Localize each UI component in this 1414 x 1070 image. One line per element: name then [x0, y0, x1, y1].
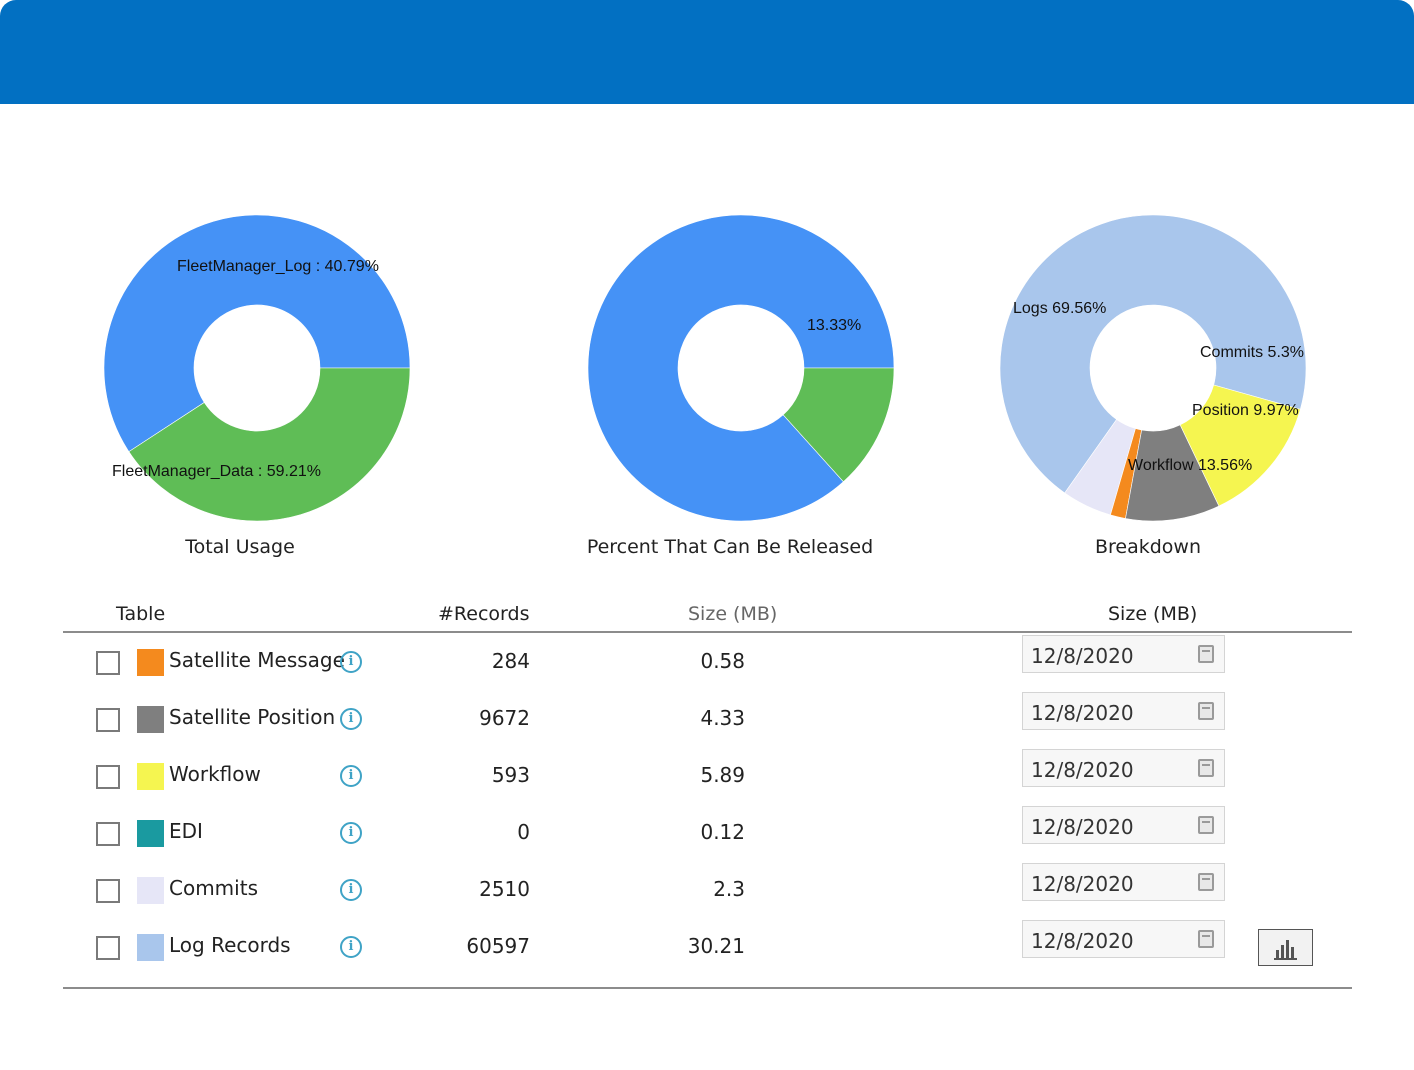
- donut-chart-breakdown: Logs 69.56% Commits 5.3% Position 9.97% Wor…: [999, 214, 1307, 522]
- slice-label: Logs 69.56%: [1013, 300, 1106, 317]
- date-picker[interactable]: [1022, 920, 1225, 958]
- date-input[interactable]: [1031, 701, 1181, 725]
- date-picker[interactable]: [1022, 692, 1225, 730]
- slice-label: FleetManager_Log : 40.79%: [177, 258, 379, 275]
- info-icon[interactable]: i: [340, 879, 362, 901]
- info-icon[interactable]: i: [340, 651, 362, 673]
- table-bottom-divider: [63, 987, 1352, 989]
- column-header-size-date: Size (MB): [1108, 603, 1198, 625]
- date-picker[interactable]: [1022, 635, 1225, 673]
- chart-title-percent-released: Percent That Can Be Released: [586, 536, 874, 558]
- date-picker[interactable]: [1022, 863, 1225, 901]
- donut-chart-total-usage: FleetManager_Data : 59.21% FleetManager_L…: [103, 214, 411, 522]
- donut-slice: [128, 367, 411, 522]
- table-row: Workflow i 593 5.89: [0, 749, 1414, 821]
- slice-label: Position 9.97%: [1192, 402, 1299, 419]
- calendar-icon[interactable]: [1198, 873, 1214, 891]
- slice-label: 13.33%: [807, 317, 861, 334]
- slice-label: FleetManager_Data : 59.21%: [112, 463, 321, 480]
- size-value: 5.89: [700, 763, 745, 787]
- info-icon[interactable]: i: [340, 936, 362, 958]
- color-swatch: [137, 934, 164, 961]
- charts-area: FleetManager_Data : 59.21% FleetManager_L…: [103, 214, 1307, 522]
- donut-slice: [1179, 384, 1301, 507]
- row-checkbox[interactable]: [96, 879, 120, 903]
- record-count: 2510: [479, 877, 530, 901]
- calendar-icon[interactable]: [1198, 930, 1214, 948]
- date-input[interactable]: [1031, 929, 1181, 953]
- row-checkbox[interactable]: [96, 936, 120, 960]
- table-name: Log Records: [169, 933, 291, 957]
- record-count: 9672: [479, 706, 530, 730]
- table-row: Satellite Message i 284 0.58: [0, 635, 1414, 707]
- date-picker[interactable]: [1022, 749, 1225, 787]
- table-name: EDI: [169, 819, 203, 843]
- slice-label: Commits 5.3%: [1200, 344, 1304, 361]
- date-input[interactable]: [1031, 872, 1181, 896]
- table-header-divider: [63, 631, 1352, 633]
- record-count: 284: [491, 649, 530, 673]
- size-value: 30.21: [687, 934, 745, 958]
- table-row: Satellite Position i 9672 4.33: [0, 692, 1414, 764]
- date-picker[interactable]: [1022, 806, 1225, 844]
- date-input[interactable]: [1031, 758, 1181, 782]
- date-input[interactable]: [1031, 815, 1181, 839]
- table-row: Log Records i 60597 30.21: [0, 920, 1414, 992]
- column-header-size: Size (MB): [688, 603, 778, 625]
- table-name: Satellite Position: [169, 705, 336, 729]
- row-checkbox[interactable]: [96, 822, 120, 846]
- donut-chart-percent-released: 13.33%: [587, 214, 895, 522]
- calendar-icon[interactable]: [1198, 702, 1214, 720]
- color-swatch: [137, 820, 164, 847]
- size-value: 0.12: [700, 820, 745, 844]
- size-value: 4.33: [700, 706, 745, 730]
- info-icon[interactable]: i: [340, 822, 362, 844]
- row-checkbox[interactable]: [96, 708, 120, 732]
- row-checkbox[interactable]: [96, 651, 120, 675]
- slice-label: Workflow 13.56%: [1128, 457, 1252, 474]
- chart-title-breakdown: Breakdown: [1094, 536, 1202, 558]
- size-value: 2.3: [713, 877, 745, 901]
- table-name: Satellite Message: [169, 648, 345, 672]
- color-swatch: [137, 649, 164, 676]
- table-row: Commits i 2510 2.3: [0, 863, 1414, 935]
- color-swatch: [137, 877, 164, 904]
- record-count: 593: [491, 763, 530, 787]
- calendar-icon[interactable]: [1198, 645, 1214, 663]
- donut-slice: [103, 214, 411, 453]
- record-count: 60597: [466, 934, 530, 958]
- chart-button[interactable]: [1258, 929, 1313, 966]
- calendar-icon[interactable]: [1198, 759, 1214, 777]
- bar-chart-icon: [1274, 940, 1297, 960]
- record-count: 0: [517, 820, 530, 844]
- table-name: Workflow: [169, 762, 261, 786]
- chart-title-total-usage: Total Usage: [185, 536, 295, 558]
- date-input[interactable]: [1031, 644, 1181, 668]
- color-swatch: [137, 763, 164, 790]
- donut-slice: [587, 214, 895, 522]
- table-name: Commits: [169, 876, 258, 900]
- donut-slice: [782, 367, 895, 483]
- info-icon[interactable]: i: [340, 708, 362, 730]
- color-swatch: [137, 706, 164, 733]
- size-value: 0.58: [700, 649, 745, 673]
- header-bar: [0, 0, 1414, 104]
- column-header-records: #Records: [438, 603, 530, 625]
- calendar-icon[interactable]: [1198, 816, 1214, 834]
- column-header-table: Table: [116, 603, 166, 625]
- donut-slice: [999, 214, 1307, 494]
- info-icon[interactable]: i: [340, 765, 362, 787]
- row-checkbox[interactable]: [96, 765, 120, 789]
- table-row: EDI i 0 0.12: [0, 806, 1414, 878]
